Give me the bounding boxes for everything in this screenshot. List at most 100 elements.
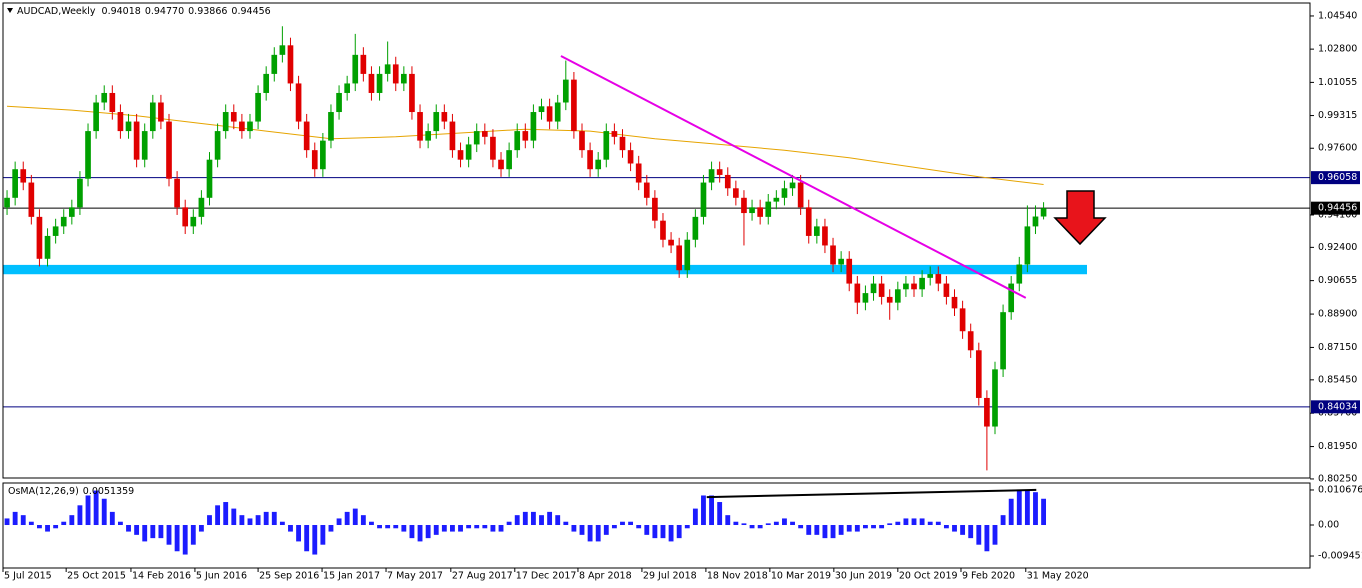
candle-body bbox=[692, 216, 699, 240]
down-arrow bbox=[1053, 190, 1107, 246]
candle-body bbox=[830, 245, 836, 265]
candle-body bbox=[716, 169, 723, 175]
candle-body bbox=[352, 54, 359, 84]
oscillator-bar bbox=[45, 525, 50, 532]
oscillator-bar bbox=[344, 511, 350, 526]
candle-body bbox=[190, 216, 197, 227]
oscillator-bar bbox=[247, 518, 253, 526]
oscillator-bar bbox=[28, 521, 34, 526]
candle-body bbox=[619, 136, 626, 151]
candle-body bbox=[198, 197, 205, 217]
oscillator-bar bbox=[223, 502, 229, 526]
candle-body bbox=[360, 54, 367, 74]
candle-body bbox=[805, 207, 812, 236]
candle-body bbox=[838, 258, 844, 265]
candle-body bbox=[214, 131, 221, 160]
candle-body bbox=[854, 283, 861, 303]
candle-body bbox=[441, 112, 448, 122]
y-tick-label: 1.02800 bbox=[1318, 44, 1357, 55]
oscillator-bar bbox=[320, 525, 326, 545]
oscillator-bar bbox=[101, 498, 107, 526]
candle-body bbox=[101, 92, 108, 103]
candle-body bbox=[992, 369, 998, 427]
oscillator-bar bbox=[984, 525, 990, 552]
candle-body bbox=[1000, 312, 1006, 370]
candle-body bbox=[465, 144, 472, 160]
candle-body bbox=[886, 296, 893, 303]
candle-body bbox=[206, 159, 213, 198]
low-label: 0.93866 bbox=[188, 6, 227, 17]
y-tick-label: 0.99315 bbox=[1318, 110, 1357, 121]
candle-body bbox=[117, 112, 124, 132]
oscillator-bar bbox=[506, 521, 512, 526]
x-tick-label: 17 Dec 2017 bbox=[516, 571, 577, 582]
oscillator-y-tick-label: 0.00 bbox=[1318, 520, 1339, 531]
candle-body bbox=[749, 207, 755, 214]
oscillator-bar bbox=[1016, 490, 1022, 526]
x-tick-label: 30 Jun 2019 bbox=[835, 571, 892, 582]
candle-body bbox=[741, 197, 747, 214]
oscillator-bar bbox=[887, 523, 893, 526]
candle-body bbox=[166, 121, 172, 179]
candle-body bbox=[530, 112, 537, 141]
candle-body bbox=[781, 188, 788, 198]
oscillator-bar bbox=[190, 525, 196, 545]
oscillator-bar bbox=[150, 525, 156, 539]
candle-body bbox=[263, 73, 270, 93]
oscillator-bar bbox=[952, 525, 957, 532]
oscillator-bar bbox=[1041, 498, 1047, 526]
candle-body bbox=[133, 121, 140, 160]
candle-body bbox=[36, 216, 43, 259]
oscillator-bar bbox=[992, 525, 998, 545]
candle-body bbox=[490, 136, 496, 160]
oscillator-bar bbox=[312, 525, 318, 555]
oscillator-bar bbox=[296, 525, 302, 542]
open-label: 0.94018 bbox=[102, 6, 141, 17]
oscillator-bar bbox=[611, 525, 617, 529]
x-tick-label: 5 Jul 2015 bbox=[4, 571, 52, 582]
oscillator-bar bbox=[684, 525, 690, 529]
y-tick-label: 0.90655 bbox=[1318, 275, 1357, 286]
oscillator-bar bbox=[85, 495, 91, 526]
oscillator-bar bbox=[239, 515, 245, 526]
candle-body bbox=[733, 188, 739, 198]
candle-body bbox=[230, 112, 237, 122]
candle-body bbox=[652, 197, 658, 221]
candle-body bbox=[1024, 226, 1031, 265]
candle-body bbox=[1016, 264, 1023, 284]
candle-body bbox=[846, 258, 853, 284]
oscillator-bar bbox=[595, 525, 601, 542]
symbol-title: AUDCAD,Weekly bbox=[17, 6, 96, 17]
candle-body bbox=[384, 64, 391, 74]
candle-body bbox=[401, 73, 407, 84]
oscillator-bar bbox=[903, 518, 909, 526]
oscillator-bar bbox=[77, 505, 83, 526]
oscillator-bar bbox=[652, 525, 658, 539]
x-tick-label: 29 Jul 2018 bbox=[643, 571, 697, 582]
candle-body bbox=[975, 350, 982, 398]
oscillator-bar bbox=[571, 525, 577, 532]
oscillator-value: 0.0051359 bbox=[83, 486, 134, 497]
oscillator-bar bbox=[198, 525, 204, 532]
candle-body bbox=[943, 283, 950, 297]
oscillator-bar bbox=[717, 502, 723, 526]
oscillator-bar bbox=[522, 511, 528, 526]
candle-body bbox=[571, 79, 577, 132]
candle-body bbox=[676, 245, 683, 271]
oscillator-bar bbox=[1033, 492, 1038, 526]
oscillator-bar bbox=[12, 511, 18, 526]
candle-body bbox=[368, 73, 375, 93]
candle-body bbox=[376, 73, 383, 93]
price-level-box bbox=[1311, 201, 1360, 215]
candle-body bbox=[562, 79, 569, 103]
oscillator-bar bbox=[733, 521, 739, 526]
x-tick-label: 9 Feb 2020 bbox=[962, 571, 1015, 582]
oscillator-bar bbox=[790, 521, 795, 526]
oscillator-bar bbox=[846, 525, 852, 532]
candle-body bbox=[1040, 208, 1047, 217]
main-panel-frame bbox=[2, 2, 1311, 479]
candle-body bbox=[344, 83, 350, 93]
y-tick-label: 0.94100 bbox=[1318, 209, 1357, 220]
oscillator-bar bbox=[765, 523, 771, 526]
